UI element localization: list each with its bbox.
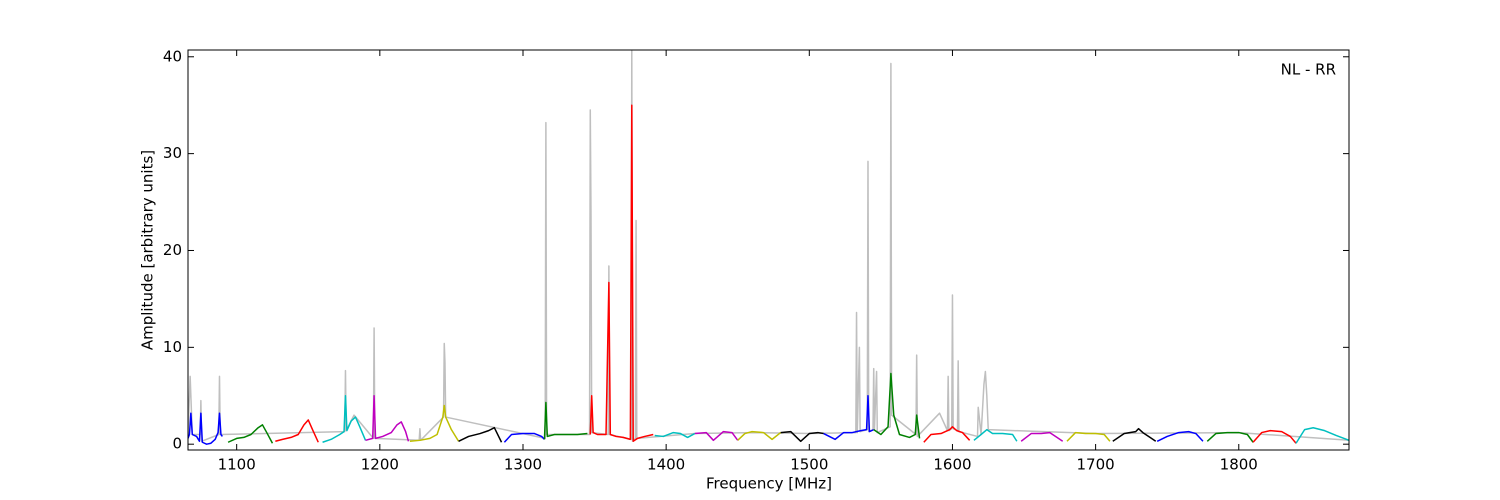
spectrum-line — [1066, 431, 1111, 442]
y-tick-label: 30 — [163, 144, 182, 162]
x-tick-label: 1400 — [647, 456, 685, 474]
spectrum-line — [923, 426, 971, 443]
spectrum-line — [780, 430, 824, 443]
x-tick-label: 1800 — [1220, 456, 1258, 474]
spectrum-line — [322, 395, 367, 443]
spectrum-line — [654, 431, 696, 439]
spectrum-line — [275, 419, 319, 443]
spectrum-line — [188, 412, 223, 445]
x-tick-label: 1100 — [218, 456, 256, 474]
spectrum-line — [973, 428, 1018, 442]
x-tick-label: 1300 — [504, 456, 542, 474]
y-tick-label: 40 — [163, 47, 182, 65]
spectrum-line — [503, 432, 545, 443]
spectrum-line — [409, 404, 460, 443]
annotation: NL - RR — [1281, 61, 1336, 79]
x-tick-label: 1700 — [1077, 456, 1115, 474]
spectrum-line — [458, 426, 503, 443]
y-tick-label: 0 — [172, 435, 182, 453]
plot-lines — [188, 50, 1349, 445]
x-tick-label: 1200 — [361, 456, 399, 474]
x-tick-label: 1500 — [790, 456, 828, 474]
spectrum-line — [737, 430, 782, 441]
spectrum-line — [227, 424, 274, 444]
spectrum-line — [1295, 426, 1349, 444]
y-tick-label: 10 — [163, 338, 182, 356]
spectrum-line — [1252, 429, 1297, 444]
spectrum-line — [823, 395, 875, 441]
spectrum-line — [365, 395, 410, 442]
spectrum-line — [589, 104, 654, 443]
spectrum-line — [1020, 431, 1064, 442]
x-tick-label: 1600 — [933, 456, 971, 474]
spectrum-line — [543, 401, 588, 440]
x-axis-label: Frequency [MHz] — [706, 475, 832, 493]
spectrum-line — [873, 372, 921, 439]
spectrum-line — [1112, 427, 1157, 442]
spectrum-line — [694, 430, 739, 442]
y-axis-label: Amplitude [arbitrary units] — [139, 150, 157, 350]
spectrum-line — [1206, 431, 1254, 443]
spectrum-line — [1156, 430, 1204, 442]
y-tick-label: 20 — [163, 241, 182, 259]
